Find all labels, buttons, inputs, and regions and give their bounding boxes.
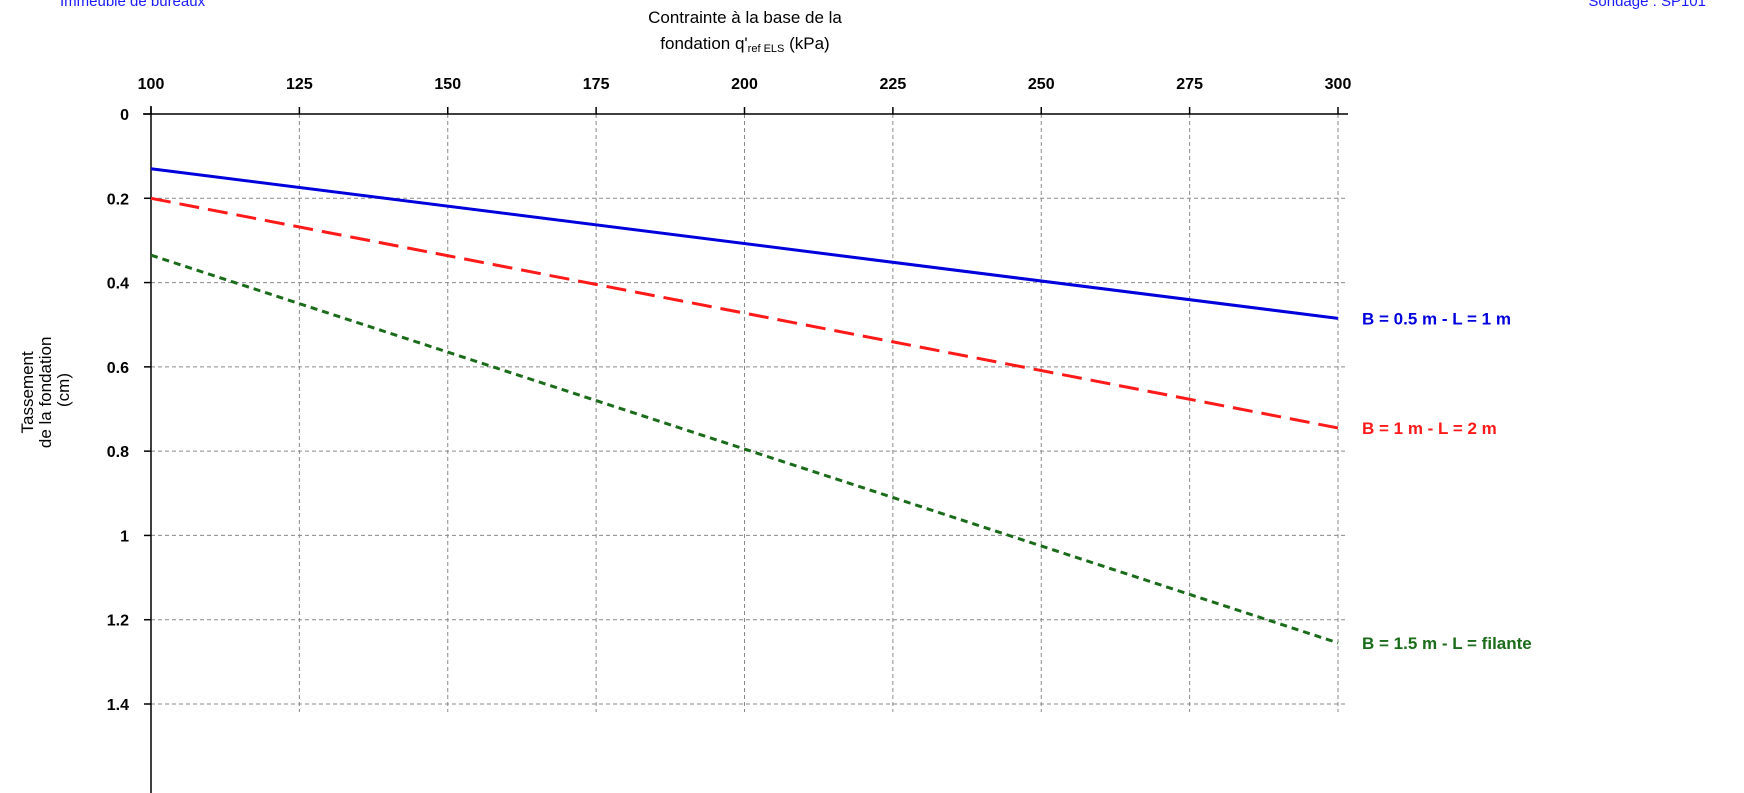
x-tick-label-0: 100 (138, 76, 165, 93)
series-label-1: B = 1 m - L = 2 m (1362, 419, 1497, 438)
x-tick-label-8: 300 (1325, 76, 1352, 93)
borehole-id: Sondage : SP101 (1588, 0, 1706, 10)
series-line-0 (150, 167, 1339, 320)
y-tick-label-6: 1.2 (107, 613, 129, 630)
y-tick-label-2: 0.4 (107, 276, 129, 293)
series-label-2: B = 1.5 m - L = filante (1362, 634, 1532, 653)
y-tick-label-0: 0 (120, 107, 129, 124)
x-tick-label-2: 150 (434, 76, 461, 93)
x-tick-label-1: 125 (286, 76, 313, 93)
project-name: Immeuble de bureaux (60, 0, 206, 10)
x-tick-label-5: 225 (880, 76, 907, 93)
x-axis-title-line1: Contrainte à la base de la (648, 8, 842, 27)
x-tick-label-7: 275 (1176, 76, 1203, 93)
x-tick-label-4: 200 (731, 76, 758, 93)
series-labels: B = 0.5 m - L = 1 m B = 1 m - L = 2 m B = … (1362, 309, 1532, 653)
y-tick-label-4: 0.8 (107, 444, 129, 461)
y-axis-title: Tassement de la fondation (cm) (18, 332, 73, 448)
tick-labels: 100 125 150 175 200 225 250 275 300 0 0.2 0.4 0.6 0.8… (107, 76, 1352, 714)
grid (151, 114, 1346, 712)
y-tick-label-3: 0.6 (107, 360, 129, 377)
axes (143, 106, 1348, 793)
series-label-0: B = 0.5 m - L = 1 m (1362, 309, 1511, 328)
series-lines (150, 167, 1339, 645)
y-tick-label-7: 1.4 (107, 697, 129, 714)
x-tick-label-6: 250 (1028, 76, 1055, 93)
series-line-2 (150, 253, 1339, 645)
x-axis-title-line2: fondation q'ref ELS (kPa) (660, 34, 829, 55)
y-tick-label-5: 1 (120, 528, 129, 545)
y-tick-label-1: 0.2 (107, 191, 129, 208)
x-tick-label-3: 175 (583, 76, 610, 93)
